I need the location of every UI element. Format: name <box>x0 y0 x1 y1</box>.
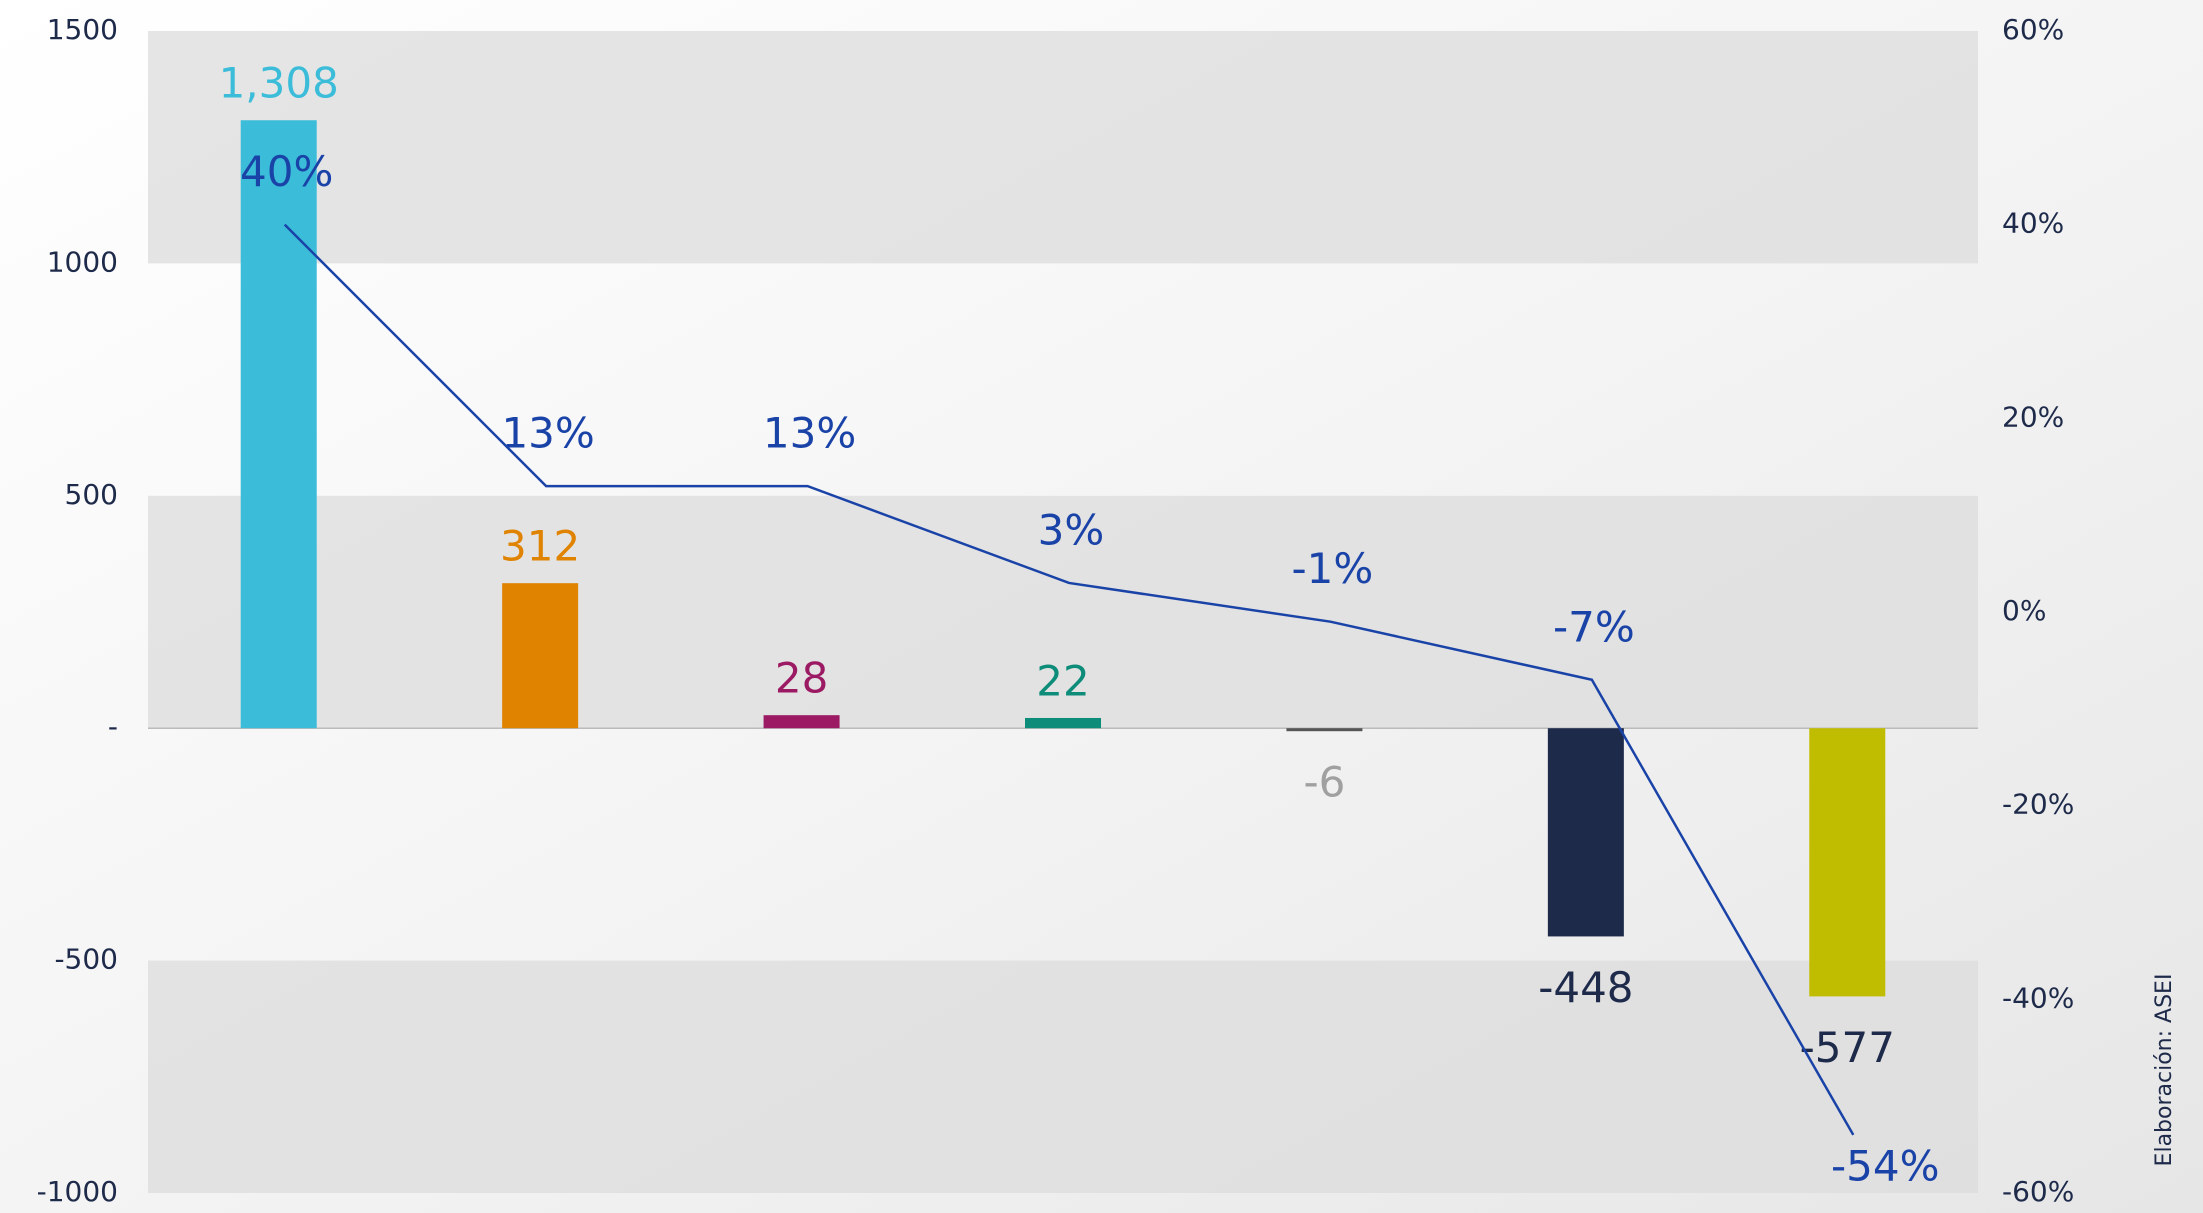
value-label: -6 <box>1303 757 1345 806</box>
line-value-label: 13% <box>501 409 594 458</box>
value-label: 312 <box>500 522 580 571</box>
bar <box>763 715 840 729</box>
y-tick-label: 500 <box>65 478 118 511</box>
y2-tick-label: 60% <box>2002 13 2064 46</box>
value-label: 28 <box>775 654 828 703</box>
line-value-label: 40% <box>240 147 333 196</box>
y-tick-label: -500 <box>54 943 118 976</box>
y2-tick-label: 40% <box>2002 207 2064 240</box>
bar <box>1809 728 1886 997</box>
line <box>283 223 1855 1136</box>
y2-tick-label: -40% <box>2002 981 2074 1014</box>
y2-tick-label: 0% <box>2002 594 2046 627</box>
source: Elaboración: ASEI <box>2152 974 2177 1167</box>
y-tick-label: 1000 <box>47 245 118 278</box>
line-value-label: -7% <box>1553 602 1635 651</box>
bar <box>1547 728 1624 937</box>
bar <box>240 120 317 729</box>
y-tick-label: 1500 <box>47 13 118 46</box>
grid-band <box>148 31 1978 264</box>
line-value-label: -1% <box>1292 544 1374 593</box>
value-label: -448 <box>1538 963 1633 1012</box>
value-label: 22 <box>1036 656 1089 705</box>
value-label: 1,308 <box>219 59 339 108</box>
bar <box>1025 717 1101 729</box>
y2-tick-label: -20% <box>2002 788 2074 821</box>
value-label: -577 <box>1800 1023 1895 1072</box>
y-tick-label: - <box>108 710 118 743</box>
y2-tick-label: -60% <box>2002 1175 2074 1208</box>
y2-tick-label: 20% <box>2002 400 2064 433</box>
grid-band <box>148 495 1978 729</box>
line-value-label: 3% <box>1038 505 1105 554</box>
bar <box>502 583 579 729</box>
bar <box>1286 728 1363 732</box>
grid-band <box>148 960 1978 1193</box>
line-value-label: 13% <box>763 409 856 458</box>
y-tick-label: -1000 <box>37 1175 118 1208</box>
line-value-label: -54% <box>1831 1141 1940 1190</box>
